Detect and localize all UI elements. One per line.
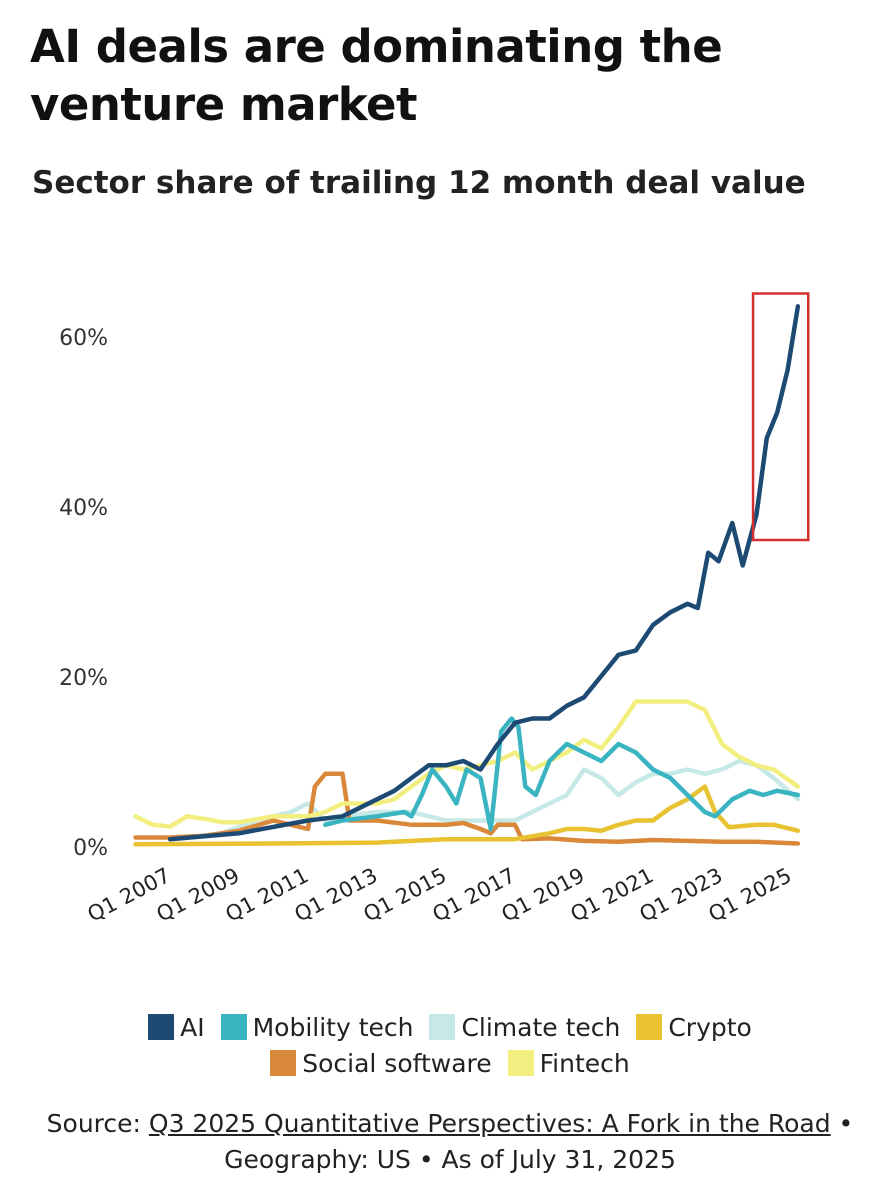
legend: AI Mobility tech Climate tech Crypto Soc… <box>70 1010 830 1082</box>
source-suffix: • Geography: US • As of July 31, 2025 <box>224 1109 854 1174</box>
y-tick-label: 0% <box>73 836 108 861</box>
series-line-ai <box>167 304 801 842</box>
series-line-crypto <box>133 784 801 847</box>
series-line-fintech <box>133 699 801 829</box>
legend-label: Fintech <box>539 1049 630 1078</box>
y-tick-label: 60% <box>59 326 108 351</box>
source-link[interactable]: Q3 2025 Quantitative Perspectives: A For… <box>148 1109 831 1138</box>
legend-swatch <box>270 1050 297 1076</box>
legend-label: Climate tech <box>461 1013 621 1042</box>
legend-item-fintech: Fintech <box>507 1046 630 1082</box>
legend-swatch <box>636 1014 663 1040</box>
y-tick-label: 20% <box>59 666 108 691</box>
legend-item-crypto: Crypto <box>636 1010 752 1046</box>
legend-item-social: Social software <box>270 1046 492 1082</box>
legend-swatch <box>148 1014 175 1040</box>
source-prefix: Source: <box>46 1109 149 1138</box>
highlight-box <box>751 292 810 542</box>
chart-subtitle: Sector share of trailing 12 month deal v… <box>32 165 806 201</box>
series-line-social-software <box>133 771 801 846</box>
legend-label: Mobility tech <box>252 1013 414 1042</box>
legend-item-mobility: Mobility tech <box>220 1010 414 1046</box>
legend-label: AI <box>180 1013 205 1042</box>
source-note: Source: Q3 2025 Quantitative Perspective… <box>40 1106 860 1178</box>
legend-label: Social software <box>302 1049 492 1078</box>
legend-swatch <box>429 1014 456 1040</box>
chart-title: AI deals are dominating the venture mark… <box>30 20 723 131</box>
legend-swatch <box>220 1014 247 1040</box>
y-tick-label: 40% <box>59 496 108 521</box>
legend-swatch <box>507 1050 534 1076</box>
legend-item-ai: AI <box>148 1010 205 1046</box>
legend-label: Crypto <box>668 1013 752 1042</box>
legend-item-climate: Climate tech <box>429 1010 620 1046</box>
series-line-mobility-tech <box>323 716 801 832</box>
